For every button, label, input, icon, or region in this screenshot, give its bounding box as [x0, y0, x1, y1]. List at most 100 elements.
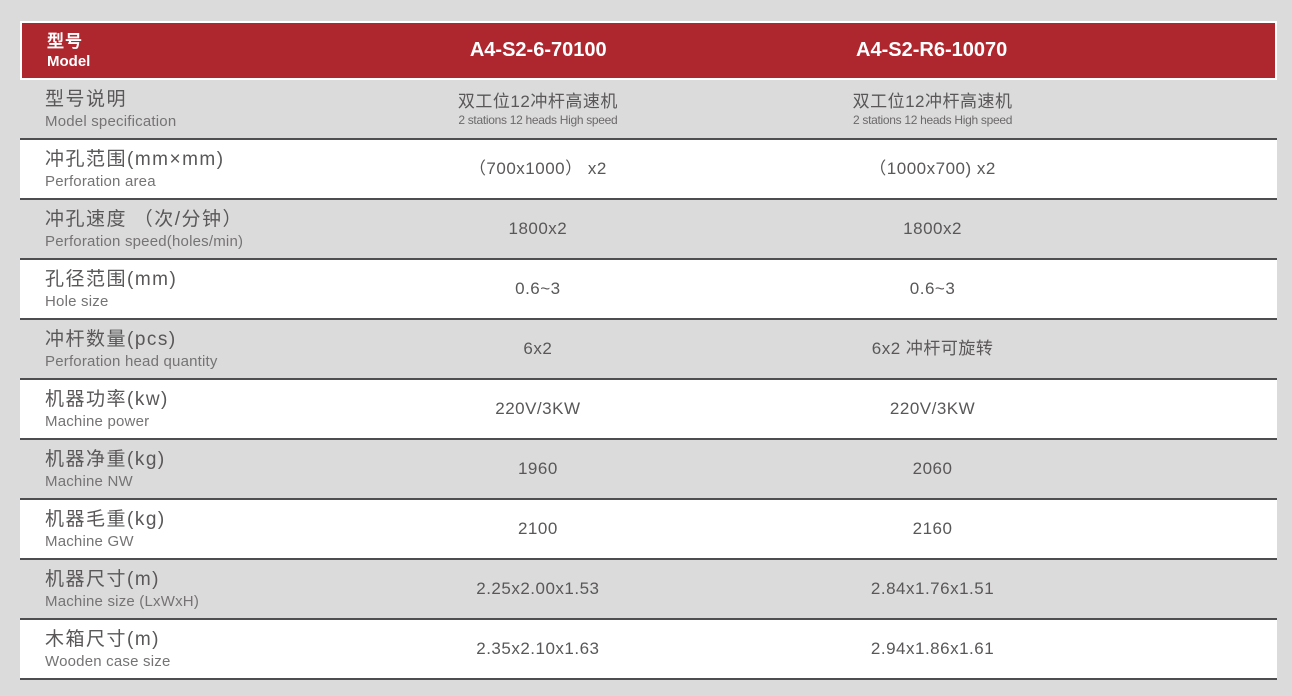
- row-value-1-cell: 6x2: [341, 320, 736, 378]
- row-label-cn: 冲孔范围(mm×mm): [45, 148, 225, 170]
- row-value-1-sub: 2 stations 12 heads High speed: [458, 112, 618, 127]
- row-label-cn: 孔径范围(mm): [45, 268, 178, 290]
- row-label-cell: 木箱尺寸(m) Wooden case size: [20, 620, 341, 678]
- row-label-cell: 机器功率(kw) Machine power: [20, 380, 341, 438]
- row-label-cell: 机器毛重(kg) Machine GW: [20, 500, 341, 558]
- row-value-1-cell: （700x1000） x2: [341, 140, 736, 198]
- row-value-1: 0.6~3: [515, 279, 561, 298]
- row-label-cn: 机器净重(kg): [45, 448, 166, 470]
- row-value-2: （1000x700) x2: [869, 159, 996, 178]
- row-value-1-cell: 2.25x2.00x1.53: [341, 560, 736, 618]
- table-header-row: 型号 Model A4-S2-6-70100 A4-S2-R6-10070: [20, 21, 1277, 80]
- row-value-1-cell: 1800x2: [341, 200, 736, 258]
- row-value-1: 2100: [517, 519, 558, 538]
- table-row: 冲孔速度 （次/分钟） Perforation speed(holes/min)…: [20, 200, 1277, 260]
- row-label-en: Perforation head quantity: [45, 352, 218, 370]
- row-value-2: 220V/3KW: [889, 399, 976, 418]
- row-value-2-cell: 2.84x1.76x1.51: [735, 560, 1130, 618]
- row-value-2: 0.6~3: [909, 279, 956, 298]
- row-label-en: Machine power: [45, 412, 150, 430]
- row-value-2-cell: （1000x700) x2: [735, 140, 1130, 198]
- row-value-1: 2.35x2.10x1.63: [476, 639, 600, 658]
- row-spacer: [1130, 80, 1277, 138]
- row-value-2-cell: 220V/3KW: [735, 380, 1130, 438]
- row-value-1-cell: 2100: [341, 500, 736, 558]
- row-value-2-sub: 2 stations 12 heads High speed: [853, 112, 1013, 127]
- row-value-2: 2.94x1.86x1.61: [870, 639, 995, 658]
- row-spacer: [1130, 320, 1277, 378]
- table-row: 机器尺寸(m) Machine size (LxWxH) 2.25x2.00x1…: [20, 560, 1277, 620]
- row-label-en: Model specification: [45, 112, 177, 130]
- row-label-cell: 孔径范围(mm) Hole size: [20, 260, 341, 318]
- row-label-cell: 机器净重(kg) Machine NW: [20, 440, 341, 498]
- row-value-2-cell: 1800x2: [735, 200, 1130, 258]
- header-model-2: A4-S2-R6-10070: [856, 39, 1008, 61]
- row-value-1: 6x2: [523, 339, 553, 358]
- row-spacer: [1130, 620, 1277, 678]
- row-value-1: 220V/3KW: [495, 399, 581, 418]
- spec-table: 型号 Model A4-S2-6-70100 A4-S2-R6-10070 型号…: [20, 21, 1277, 680]
- row-value-1: （700x1000） x2: [468, 159, 607, 178]
- row-label-cn: 机器功率(kw): [45, 388, 169, 410]
- header-label-cn: 型号: [47, 31, 83, 51]
- row-label-en: Machine size (LxWxH): [45, 592, 200, 610]
- row-label-cell: 冲孔速度 （次/分钟） Perforation speed(holes/min): [20, 200, 341, 258]
- table-body: 型号说明 Model specification 双工位12冲杆高速机 2 st…: [20, 80, 1277, 680]
- table-row: 型号说明 Model specification 双工位12冲杆高速机 2 st…: [20, 80, 1277, 140]
- row-label-cn: 冲孔速度 （次/分钟）: [45, 208, 244, 230]
- row-label-cell: 冲杆数量(pcs) Perforation head quantity: [20, 320, 341, 378]
- row-label-cn: 木箱尺寸(m): [45, 628, 160, 650]
- row-spacer: [1130, 560, 1277, 618]
- row-spacer: [1130, 140, 1277, 198]
- row-label-cell: 冲孔范围(mm×mm) Perforation area: [20, 140, 341, 198]
- header-label-en: Model: [47, 52, 91, 70]
- row-value-1-cell: 220V/3KW: [341, 380, 736, 438]
- row-label-cn: 机器尺寸(m): [45, 568, 160, 590]
- row-label-cn: 机器毛重(kg): [45, 508, 166, 530]
- row-label-cn: 型号说明: [45, 88, 128, 110]
- row-value-2-cell: 2060: [735, 440, 1130, 498]
- table-row: 机器净重(kg) Machine NW 1960 2060: [20, 440, 1277, 500]
- row-value-1-cell: 0.6~3: [341, 260, 736, 318]
- row-value-2: 1800x2: [903, 219, 962, 238]
- row-label-en: Hole size: [45, 292, 109, 310]
- row-value-2-cell: 0.6~3: [735, 260, 1130, 318]
- row-spacer: [1130, 440, 1277, 498]
- row-label-en: Wooden case size: [45, 652, 171, 670]
- header-model-1-cell: A4-S2-6-70100: [342, 39, 735, 62]
- row-spacer: [1130, 260, 1277, 318]
- header-model-1: A4-S2-6-70100: [469, 39, 607, 61]
- table-row: 孔径范围(mm) Hole size 0.6~3 0.6~3: [20, 260, 1277, 320]
- header-model-2-cell: A4-S2-R6-10070: [735, 39, 1128, 62]
- row-value-1: 双工位12冲杆高速机: [457, 91, 618, 111]
- row-value-1-cell: 2.35x2.10x1.63: [341, 620, 736, 678]
- row-value-1: 1800x2: [508, 219, 568, 238]
- row-value-1-cell: 1960: [341, 440, 736, 498]
- row-value-2-cell: 2.94x1.86x1.61: [735, 620, 1130, 678]
- row-label-en: Machine NW: [45, 472, 133, 490]
- row-label-cell: 型号说明 Model specification: [20, 80, 341, 138]
- row-spacer: [1130, 380, 1277, 438]
- table-row: 冲杆数量(pcs) Perforation head quantity 6x2 …: [20, 320, 1277, 380]
- table-row: 机器毛重(kg) Machine GW 2100 2160: [20, 500, 1277, 560]
- row-spacer: [1130, 200, 1277, 258]
- row-label-cell: 机器尺寸(m) Machine size (LxWxH): [20, 560, 341, 618]
- row-label-cn: 冲杆数量(pcs): [45, 328, 177, 350]
- row-value-1: 2.25x2.00x1.53: [476, 579, 600, 598]
- row-value-2: 2.84x1.76x1.51: [870, 579, 995, 598]
- table-row: 木箱尺寸(m) Wooden case size 2.35x2.10x1.63 …: [20, 620, 1277, 680]
- header-label-cell: 型号 Model: [22, 31, 342, 71]
- row-value-1: 1960: [517, 459, 558, 478]
- row-label-en: Machine GW: [45, 532, 134, 550]
- row-value-2: 2160: [912, 519, 953, 538]
- row-spacer: [1130, 500, 1277, 558]
- row-value-2-cell: 2160: [735, 500, 1130, 558]
- row-value-2: 双工位12冲杆高速机: [852, 91, 1013, 111]
- row-label-en: Perforation area: [45, 172, 156, 190]
- row-value-2: 2060: [912, 459, 953, 478]
- row-value-1-cell: 双工位12冲杆高速机 2 stations 12 heads High spee…: [341, 80, 736, 138]
- row-value-2-cell: 6x2 冲杆可旋转: [735, 320, 1130, 378]
- row-value-2-cell: 双工位12冲杆高速机 2 stations 12 heads High spee…: [735, 80, 1130, 138]
- row-label-en: Perforation speed(holes/min): [45, 232, 244, 250]
- table-row: 机器功率(kw) Machine power 220V/3KW 220V/3KW: [20, 380, 1277, 440]
